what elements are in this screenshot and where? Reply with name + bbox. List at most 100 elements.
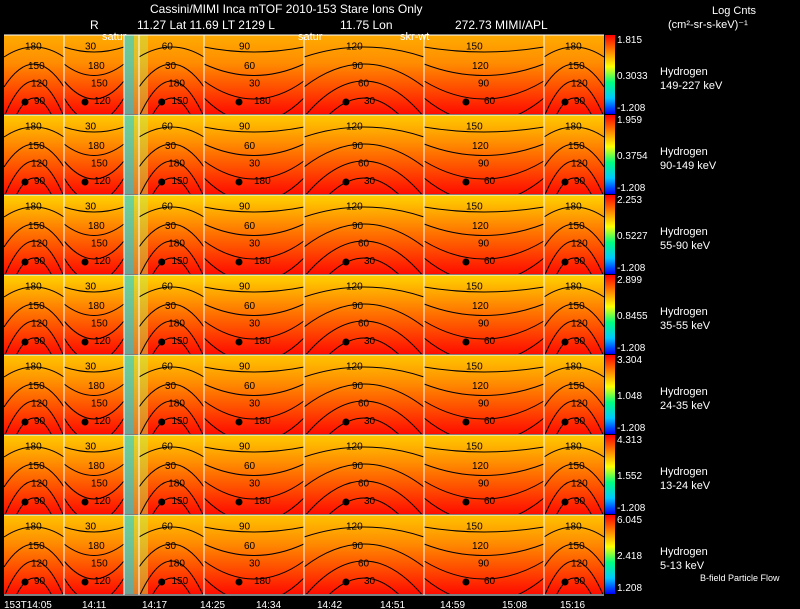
x-tick-label: 14:51 — [380, 600, 405, 609]
contour-line — [3, 543, 65, 568]
x-tick-label: 14:42 — [317, 600, 342, 609]
contour-line — [145, 577, 198, 609]
contour-label: 120 — [571, 558, 588, 569]
contour-label: 180 — [88, 61, 105, 72]
contour-label: 150 — [28, 381, 45, 392]
colorbar-min-label: -1.208 — [617, 183, 646, 194]
data-gap-streak — [124, 435, 134, 514]
contour-line — [3, 480, 65, 518]
contour-label: 180 — [168, 78, 185, 89]
contour-line — [543, 160, 605, 198]
spacecraft-marker-icon — [462, 498, 470, 506]
contour-label: 150 — [91, 398, 108, 409]
data-gap-fade — [134, 515, 148, 594]
contour-line — [543, 46, 605, 58]
contour-label: 90 — [478, 238, 490, 249]
contour-line — [3, 383, 65, 408]
contour-label: 90 — [478, 398, 490, 409]
contour-label: 60 — [244, 381, 256, 392]
spacecraft-marker-icon — [158, 578, 166, 586]
colorbar-min-label: -1.208 — [617, 503, 646, 514]
contour-line — [63, 526, 125, 533]
data-gap-streak — [124, 275, 134, 354]
contour-label: 30 — [249, 158, 261, 169]
colorbar — [605, 275, 615, 354]
contour-line — [423, 223, 545, 236]
contour-line — [138, 400, 205, 438]
spacecraft-marker-icon — [561, 178, 569, 186]
contour-label: 90 — [34, 336, 46, 347]
contour-label: 120 — [571, 398, 588, 409]
contour-label: 150 — [172, 336, 189, 347]
contour-line — [138, 126, 205, 138]
contour-line — [543, 560, 605, 598]
contour-line — [138, 206, 205, 218]
contour-label: 120 — [31, 478, 48, 489]
contour-line — [303, 446, 425, 458]
colorbar — [605, 355, 615, 434]
contour-label: 180 — [565, 201, 582, 212]
contour-label: 90 — [478, 158, 490, 169]
contour-label: 120 — [472, 541, 489, 552]
contour-label: 120 — [94, 256, 111, 267]
contour-label: 150 — [568, 301, 585, 312]
contour-line — [203, 480, 305, 500]
colorbar — [605, 435, 615, 514]
contour-label: 60 — [358, 398, 370, 409]
contour-label: 180 — [168, 398, 185, 409]
event-marker-label: satur — [102, 31, 127, 43]
contour-line — [543, 223, 605, 248]
species-label: Hydrogen — [660, 466, 708, 478]
contour-line — [3, 303, 65, 328]
contour-label: 180 — [168, 158, 185, 169]
contour-line — [203, 206, 305, 213]
contour-label: 30 — [85, 121, 97, 132]
contour-label: 90 — [34, 496, 46, 507]
contour-label: 180 — [254, 176, 271, 187]
contour-line — [63, 463, 125, 476]
contour-label: 180 — [88, 221, 105, 232]
contour-line — [423, 400, 545, 420]
contour-label: 150 — [28, 461, 45, 472]
spacecraft-marker-icon — [462, 258, 470, 266]
contour-label: 90 — [574, 96, 586, 107]
colorbar-max-label: 6.045 — [617, 515, 643, 526]
contour-line — [138, 160, 205, 198]
contour-label: 120 — [31, 78, 48, 89]
contour-label: 120 — [472, 221, 489, 232]
colorbar-min-label: -1.208 — [617, 343, 646, 354]
contour-line — [203, 143, 305, 156]
contour-label: 120 — [94, 176, 111, 187]
contour-label: 30 — [364, 576, 376, 587]
contour-line — [543, 206, 605, 218]
contour-line — [303, 126, 425, 138]
contour-label: 90 — [352, 461, 364, 472]
contour-label: 120 — [472, 461, 489, 472]
contour-label: 60 — [484, 496, 496, 507]
contour-line — [543, 463, 605, 488]
contour-label: 150 — [28, 141, 45, 152]
contour-label: 150 — [466, 441, 483, 452]
header-lat-lt-l: 11.27 Lat 11.69 LT 2129 L — [137, 18, 275, 32]
contour-line — [423, 46, 545, 53]
colorbar-mid-label: 1.552 — [617, 471, 643, 482]
contour-label: 30 — [165, 381, 177, 392]
contour-line — [543, 446, 605, 458]
spacecraft-marker-icon — [235, 258, 243, 266]
spacecraft-marker-icon — [462, 418, 470, 426]
colorbar-mid-label: 0.3754 — [617, 151, 648, 162]
contour-line — [543, 303, 605, 328]
contour-label: 180 — [254, 416, 271, 427]
contour-line — [303, 240, 425, 278]
spacecraft-marker-icon — [81, 498, 89, 506]
spacecraft-marker-icon — [342, 338, 350, 346]
contour-line — [203, 400, 305, 420]
species-label: Hydrogen — [660, 146, 708, 158]
contour-label: 90 — [352, 221, 364, 232]
contour-label: 150 — [91, 478, 108, 489]
contour-label: 90 — [574, 176, 586, 187]
contour-line — [423, 286, 545, 293]
contour-line — [138, 480, 205, 518]
contour-label: 30 — [85, 441, 97, 452]
colorbar-min-label: -1.208 — [617, 103, 646, 114]
